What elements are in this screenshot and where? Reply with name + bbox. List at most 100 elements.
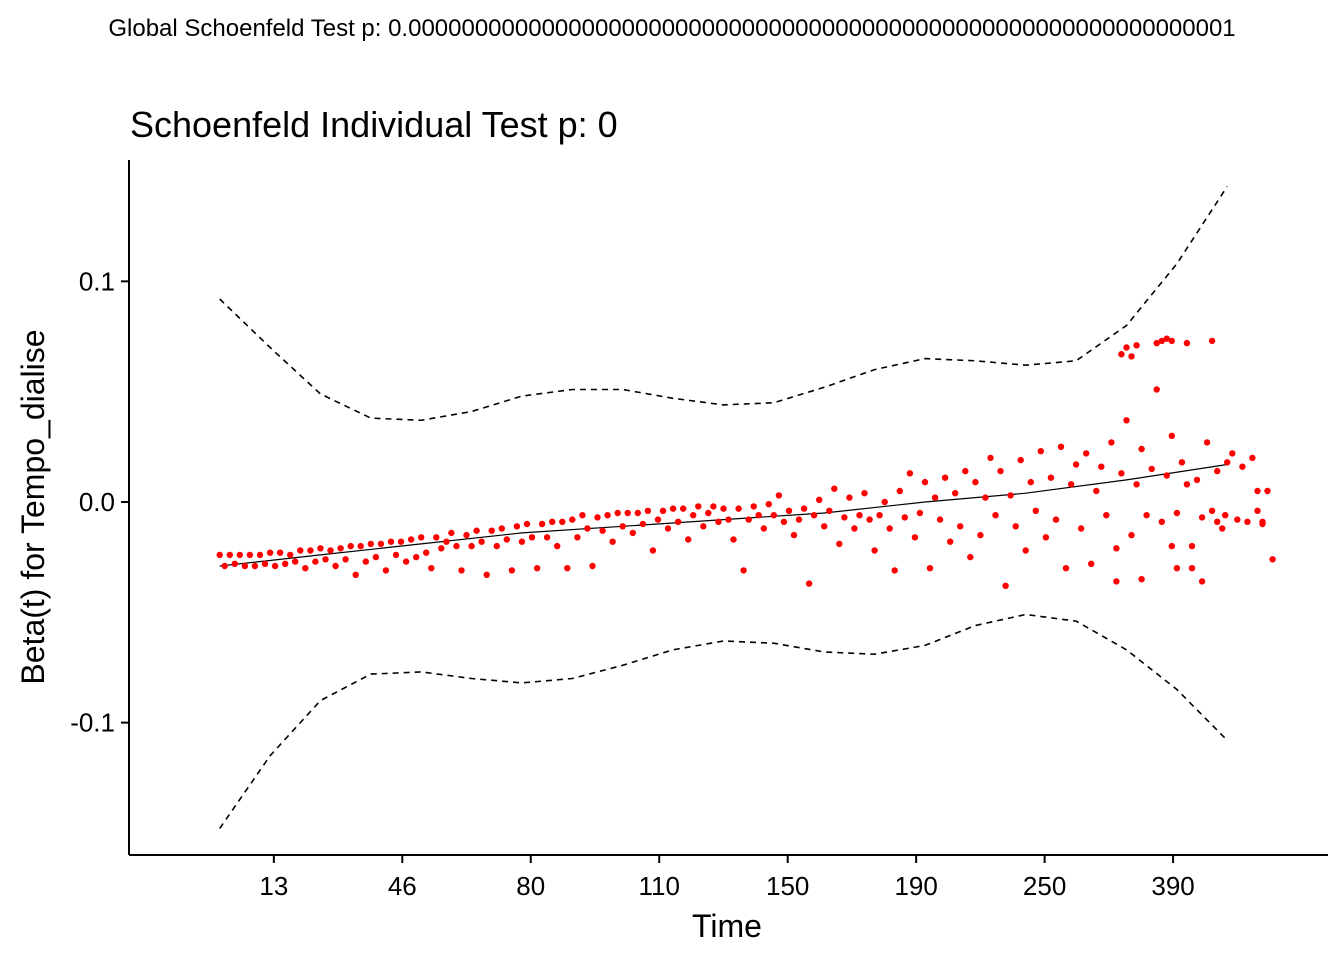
residual-point: [1219, 525, 1226, 532]
residual-point: [674, 518, 682, 525]
residual-point: [574, 534, 581, 541]
residual-point: [836, 540, 843, 548]
residual-point: [730, 536, 737, 543]
residual-point: [1178, 459, 1186, 466]
x-axis-title: Time: [692, 908, 762, 944]
residual-point: [1188, 565, 1196, 572]
residual-point: [478, 538, 485, 545]
residual-point: [936, 516, 944, 523]
residual-point: [780, 518, 788, 525]
residual-point: [1208, 337, 1216, 345]
residual-point: [952, 490, 959, 497]
residual-point: [856, 512, 863, 519]
residual-point: [1173, 565, 1181, 572]
residual-point: [926, 565, 934, 572]
residual-point: [357, 542, 364, 550]
residual-point: [236, 551, 243, 559]
residual-point: [428, 565, 435, 572]
residual-point: [1214, 518, 1221, 525]
x-tick-label: 46: [388, 871, 417, 901]
residual-point: [241, 562, 249, 570]
residual-point: [594, 514, 601, 521]
residual-point: [382, 567, 390, 574]
residual-point: [1208, 507, 1216, 514]
residual-point: [367, 540, 374, 548]
residual-point: [1198, 514, 1206, 521]
residual-point: [810, 512, 818, 519]
residual-point: [1214, 467, 1221, 475]
residual-point: [362, 558, 369, 565]
y-axis-title: Beta(t) for Tempo_dialise: [15, 329, 51, 684]
residual-point: [377, 540, 385, 548]
panel-title: Schoenfeld Individual Test p: 0: [130, 104, 618, 145]
residual-point: [1234, 516, 1241, 523]
fitted-beta-line: [219, 463, 1228, 567]
residual-point: [337, 545, 344, 552]
residual-point: [1153, 386, 1160, 393]
residual-point: [1098, 463, 1105, 470]
residual-point: [342, 556, 349, 563]
residual-point: [821, 523, 828, 530]
residual-point: [397, 538, 405, 545]
residual-point: [962, 467, 969, 475]
residual-point: [1203, 439, 1211, 446]
x-tick-label: 190: [894, 871, 937, 901]
residual-point: [1037, 448, 1045, 455]
residual-point: [523, 520, 531, 528]
residual-point: [639, 520, 647, 528]
residual-point: [921, 478, 929, 486]
residual-point: [785, 507, 793, 514]
residual-point: [901, 514, 908, 521]
residual-point: [770, 512, 777, 519]
residual-point: [392, 551, 400, 559]
residual-point: [911, 534, 919, 541]
residual-point: [1158, 518, 1166, 525]
residual-point: [1012, 523, 1019, 530]
residual-point: [685, 536, 692, 543]
residual-point: [1103, 512, 1110, 519]
residual-point: [1138, 576, 1145, 583]
residual-point: [992, 512, 999, 519]
residual-point: [1128, 531, 1135, 539]
residual-point: [1067, 481, 1075, 488]
residual-point: [1222, 512, 1229, 519]
residual-point: [1138, 445, 1145, 453]
residual-point: [226, 551, 233, 559]
residual-point: [1259, 518, 1266, 525]
residual-point: [402, 558, 410, 565]
residual-point: [503, 536, 510, 543]
residual-point: [1153, 339, 1160, 347]
residual-point: [1123, 344, 1130, 351]
residual-point: [644, 507, 652, 514]
residual-point: [1113, 545, 1120, 552]
residual-point: [987, 454, 994, 462]
residual-point: [513, 523, 521, 530]
residual-point: [1229, 450, 1236, 457]
residual-point: [1062, 565, 1070, 572]
residual-point: [1088, 560, 1095, 567]
residual-point: [1168, 337, 1176, 345]
residual-point: [1123, 417, 1130, 424]
residual-point: [1002, 582, 1009, 589]
residual-point: [231, 560, 238, 567]
residual-point: [972, 478, 979, 486]
residual-point: [700, 523, 707, 530]
residual-point: [1027, 478, 1035, 486]
residual-point: [1249, 454, 1256, 462]
residual-point: [775, 492, 783, 499]
residual-point: [1158, 337, 1166, 345]
residual-point: [805, 580, 813, 587]
axis-ticks: -0.1 0.0 0.1 13 46 80 110 150 190 250 390: [70, 266, 1195, 901]
residual-point: [659, 507, 667, 514]
residual-point: [216, 551, 223, 559]
residual-point: [1163, 472, 1171, 479]
plot-area: [216, 186, 1276, 829]
residual-point: [1198, 578, 1206, 585]
residual-point: [1017, 456, 1024, 464]
residual-point: [458, 567, 465, 574]
residual-point: [372, 553, 380, 561]
residual-point: [352, 571, 359, 578]
residual-point: [498, 525, 505, 532]
residual-point: [1118, 470, 1125, 477]
